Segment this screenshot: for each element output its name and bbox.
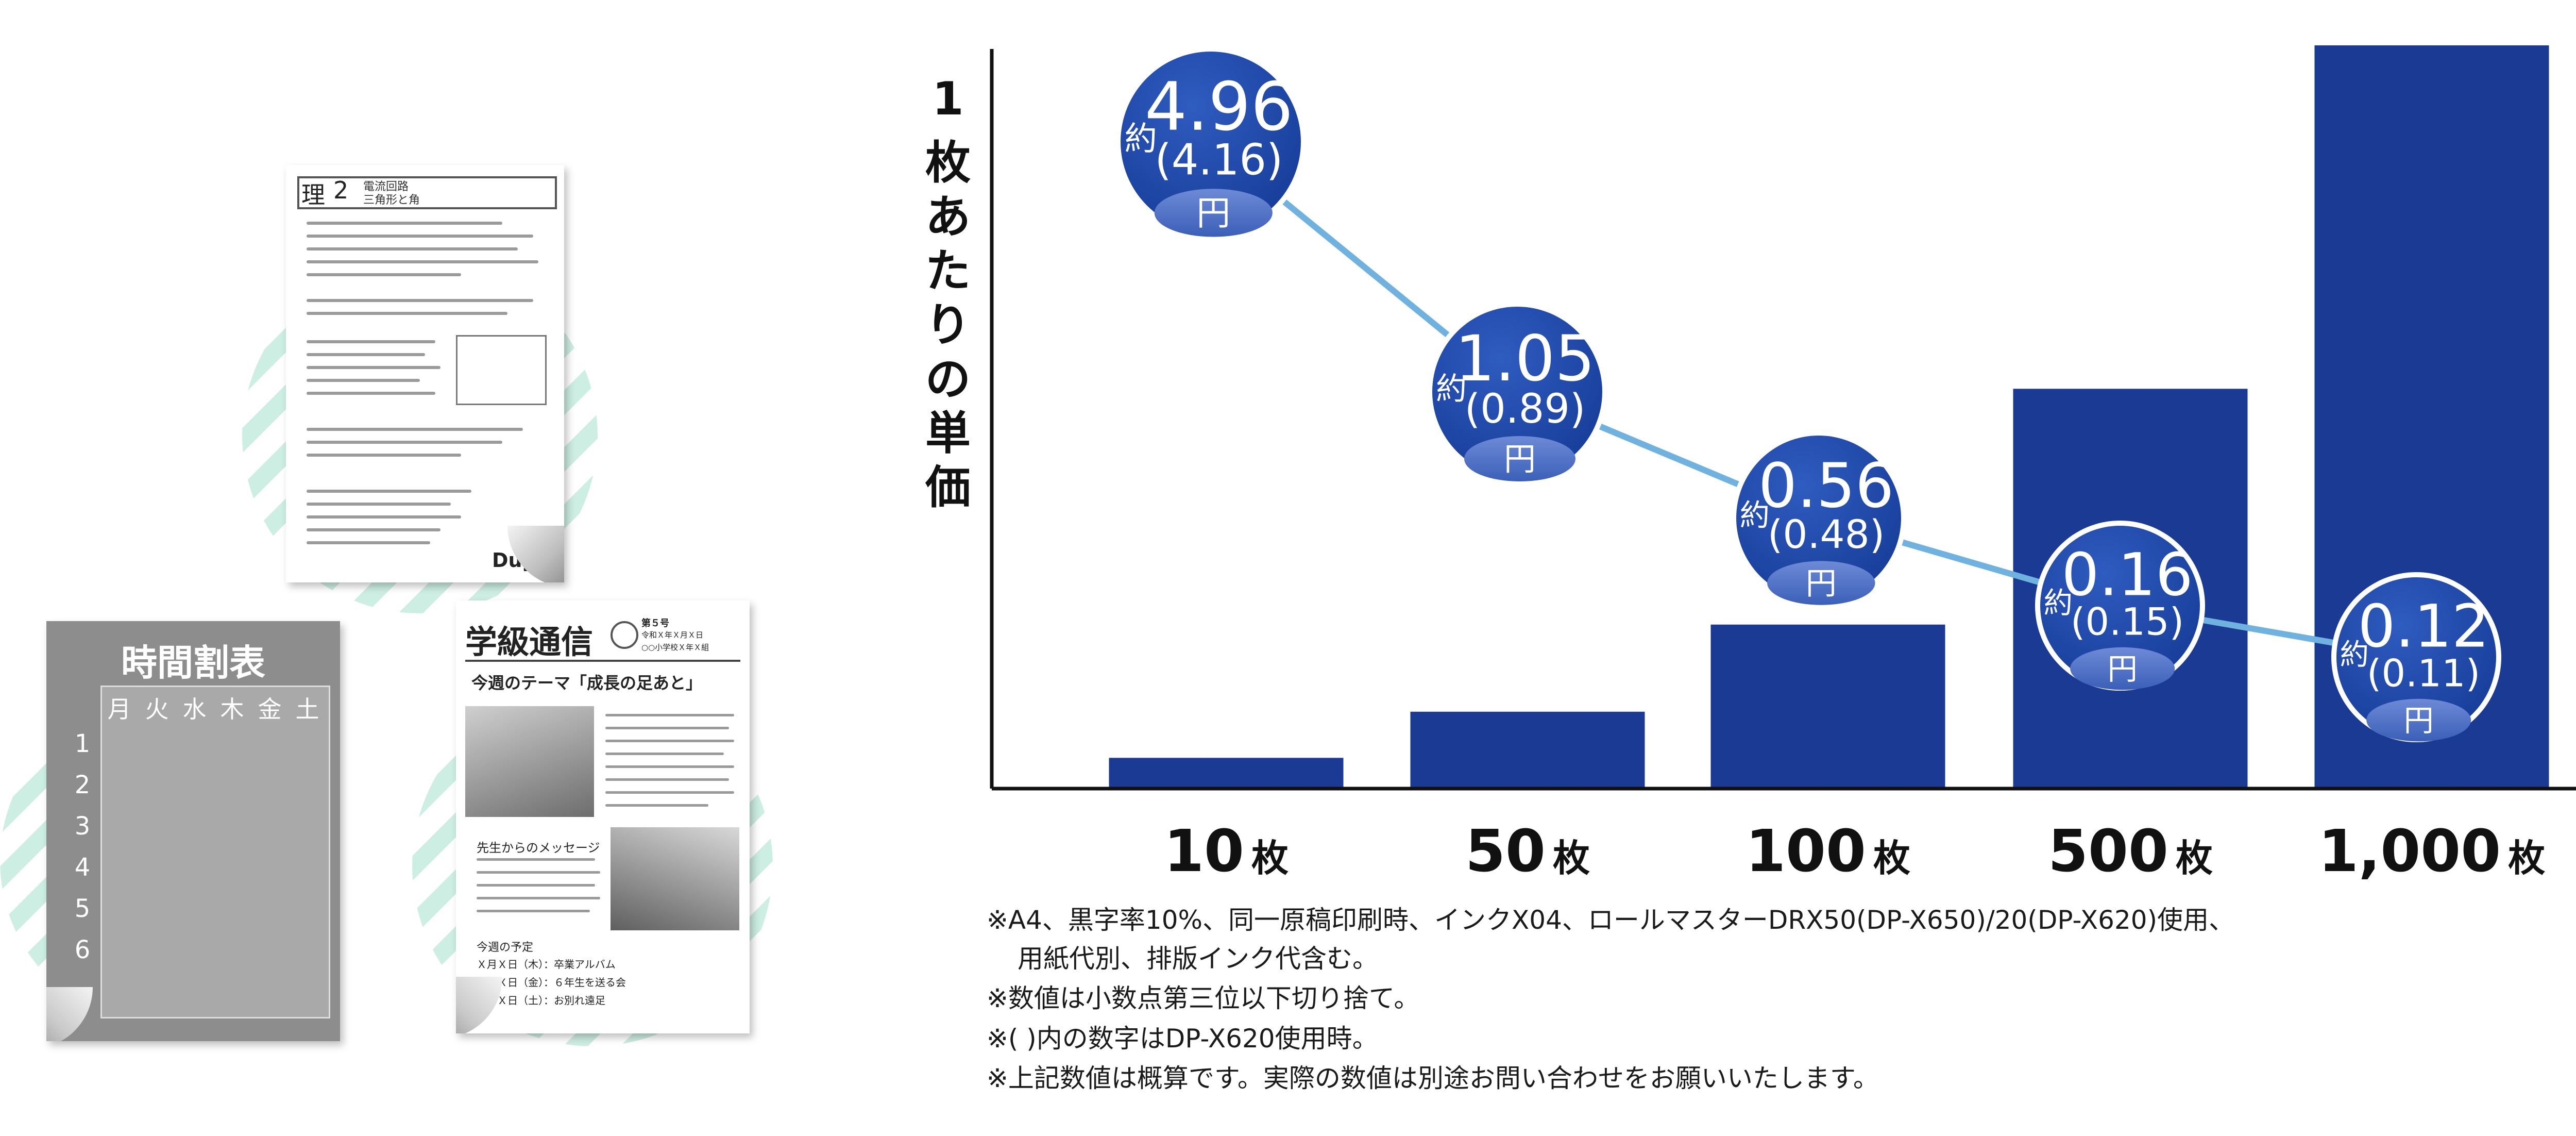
- newsletter-photo-students: [611, 827, 739, 930]
- bar: [1710, 624, 1945, 789]
- price-unit-pill: [2366, 698, 2471, 742]
- newsletter-class: ○○小学校Ｘ年Ｘ組: [641, 643, 709, 652]
- timetable-day: 水: [182, 695, 207, 723]
- footnote-line: ※上記数値は概算です。実際の数値は別途お問い合わせをお願いいたします。: [987, 1063, 1879, 1093]
- newsletter-thumbnail: 学級通信 第５号 令和Ｘ年Ｘ月Ｘ日 ○○小学校Ｘ年Ｘ組 今週のテーマ「成長の足あ…: [456, 600, 750, 1033]
- x-tick-label: 100 枚: [1745, 818, 1910, 885]
- timetable-day: 木: [220, 695, 244, 723]
- x-tick-label: 10 枚: [1164, 818, 1289, 885]
- test-sheet-title-2: 三角形と角: [363, 194, 420, 207]
- price-unit: 円: [1504, 440, 1536, 478]
- y-axis-label-char: 1: [932, 72, 964, 125]
- timetable-period: 5: [74, 894, 91, 923]
- footnote-line: ※A4、黒字率10%、同一原稿印刷時、インクX04、ロールマスターDRX50(D…: [987, 905, 2235, 935]
- x-tick-label: 50 枚: [1465, 818, 1590, 885]
- y-axis-label-char: の: [925, 353, 971, 406]
- test-sheet-subject: 理: [301, 181, 325, 209]
- price-unit: 円: [2108, 651, 2138, 687]
- price-approx-label: 約: [2340, 638, 2369, 672]
- timetable-period: 6: [74, 935, 91, 964]
- price-value-x620: (4.16): [1155, 135, 1283, 185]
- price-unit: 円: [1196, 193, 1230, 233]
- price-approx-label: 約: [1436, 371, 1467, 407]
- timetable-day: 月: [107, 695, 131, 723]
- timetable-thumbnail: 時間割表 月 火 水 木 金 土 1 2 3 4 5 6: [46, 621, 340, 1041]
- price-marker: 0.16(0.15)約円: [2035, 521, 2205, 691]
- price-value: 1.05: [1455, 322, 1595, 395]
- price-unit-pill: [1767, 561, 1875, 605]
- test-sheet-thumbnail: 理 2 電流回路 三角形と角: [286, 165, 564, 582]
- y-axis-label-char: 単: [925, 407, 971, 460]
- timetable-period: 4: [74, 853, 91, 882]
- y-axis-label-char: た: [925, 244, 971, 297]
- newsletter-photo-classroom: [465, 706, 594, 817]
- timetable-period: 1: [74, 729, 91, 758]
- price-marker: 4.96(4.16)約円: [1115, 46, 1306, 237]
- price-markers-layer: 4.96(4.16)約円1.05(0.89)約円 0.56(0.48)約円 0.16…: [1115, 46, 2501, 742]
- timetable-title: 時間割表: [121, 642, 265, 684]
- timetable-period: 2: [74, 771, 91, 799]
- price-marker: 0.12(0.11)約円: [2331, 572, 2501, 742]
- price-unit-pill: [1464, 436, 1575, 481]
- newsletter-message-heading: 先生からのメッセージ: [477, 841, 600, 855]
- test-sheet-graph: [456, 335, 547, 405]
- price-unit-pill: [1154, 189, 1273, 237]
- price-marker-circle: [2040, 526, 2200, 686]
- price-value-x620: (0.11): [2367, 651, 2480, 695]
- axes-layer: [990, 49, 2576, 791]
- price-approx-label: 約: [1124, 120, 1157, 158]
- bars-layer: [1109, 45, 2549, 789]
- price-unit: 円: [1806, 565, 1837, 602]
- timetable-day: 金: [258, 695, 282, 723]
- footnote-line: ※数値は小数点第三位以下切り捨て。: [987, 983, 1420, 1013]
- price-value-x620: (0.48): [1768, 512, 1885, 557]
- test-sheet-title-1: 電流回路: [363, 180, 409, 193]
- price-value: 0.56: [1758, 450, 1894, 522]
- footnote-line: ※( )内の数字はDP-X620使用時。: [987, 1024, 1378, 1054]
- newsletter-date: 令和Ｘ年Ｘ月Ｘ日: [641, 630, 704, 640]
- bar: [1109, 758, 1344, 789]
- price-approx-label: 約: [1740, 498, 1770, 533]
- price-value-x620: (0.89): [1465, 386, 1586, 432]
- x-tick-label: 500 枚: [2048, 818, 2213, 885]
- timetable-period: 3: [74, 812, 91, 841]
- price-value: 0.16: [2062, 541, 2193, 609]
- newsletter-schedule-heading: 今週の予定: [477, 941, 534, 954]
- price-marker-circle: [1432, 307, 1602, 477]
- newsletter-schedule-item: Ｘ月Ｘ日（木）：卒業アルバム: [477, 958, 616, 971]
- newsletter-title: 学級通信: [465, 623, 594, 661]
- test-sheet-number: 2: [333, 176, 349, 204]
- price-unit: 円: [2404, 703, 2434, 738]
- x-tick-label: 1,000 枚: [2318, 818, 2545, 885]
- price-marker-circle: [2336, 577, 2496, 737]
- price-marker: 0.56(0.48)約円: [1731, 430, 1906, 606]
- timetable-grid: [100, 686, 330, 1018]
- price-marker: 1.05(0.89)約円: [1427, 302, 1607, 482]
- price-marker-circle: [1121, 52, 1301, 232]
- y-axis-label-char: あ: [925, 190, 971, 243]
- price-value-x620: (0.15): [2071, 600, 2184, 644]
- price-value: 0.12: [2358, 592, 2489, 661]
- footnote-line: 用紙代別、排版インク代含む。: [1018, 944, 1378, 974]
- price-marker-circle: [1736, 436, 1901, 600]
- x-labels-layer: 10 枚 50 枚 100 枚 500 枚 1,000 枚: [1164, 818, 2545, 885]
- newsletter-issue: 第５号: [641, 618, 669, 629]
- price-approx-label: 約: [2044, 587, 2073, 620]
- newsletter-theme: 今週のテーマ「成長の足あと」: [471, 673, 703, 693]
- y-axis-label-char: 価: [925, 461, 971, 514]
- y-axis-label-char: り: [925, 298, 971, 352]
- flower-icon: [611, 621, 638, 649]
- newsletter-divider: [465, 660, 740, 662]
- y-axis-label-char: 枚: [925, 136, 971, 189]
- price-unit-pill: [2070, 647, 2175, 690]
- bar: [1410, 711, 1645, 789]
- price-value: 4.96: [1145, 68, 1293, 146]
- timetable-day: 火: [145, 695, 169, 723]
- timetable-day: 土: [295, 695, 319, 723]
